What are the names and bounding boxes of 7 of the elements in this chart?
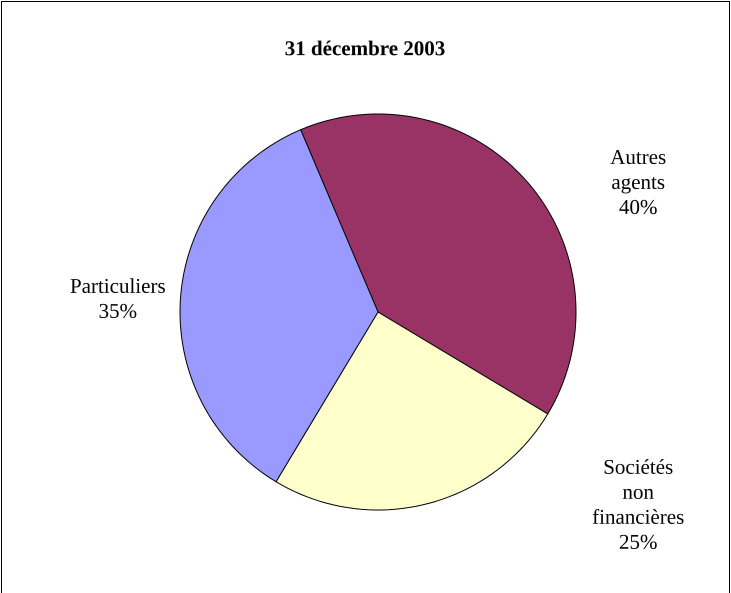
chart-title: 31 décembre 2003 (286, 40, 445, 56)
data-label: 25% (620, 534, 657, 550)
data-label: 35% (100, 304, 136, 318)
slice-label: Sociétés non financières (592, 459, 684, 524)
slice-label: Autres agents (610, 150, 666, 194)
slice-label: Particuliers (70, 278, 165, 294)
data-label: 40% (619, 200, 657, 214)
